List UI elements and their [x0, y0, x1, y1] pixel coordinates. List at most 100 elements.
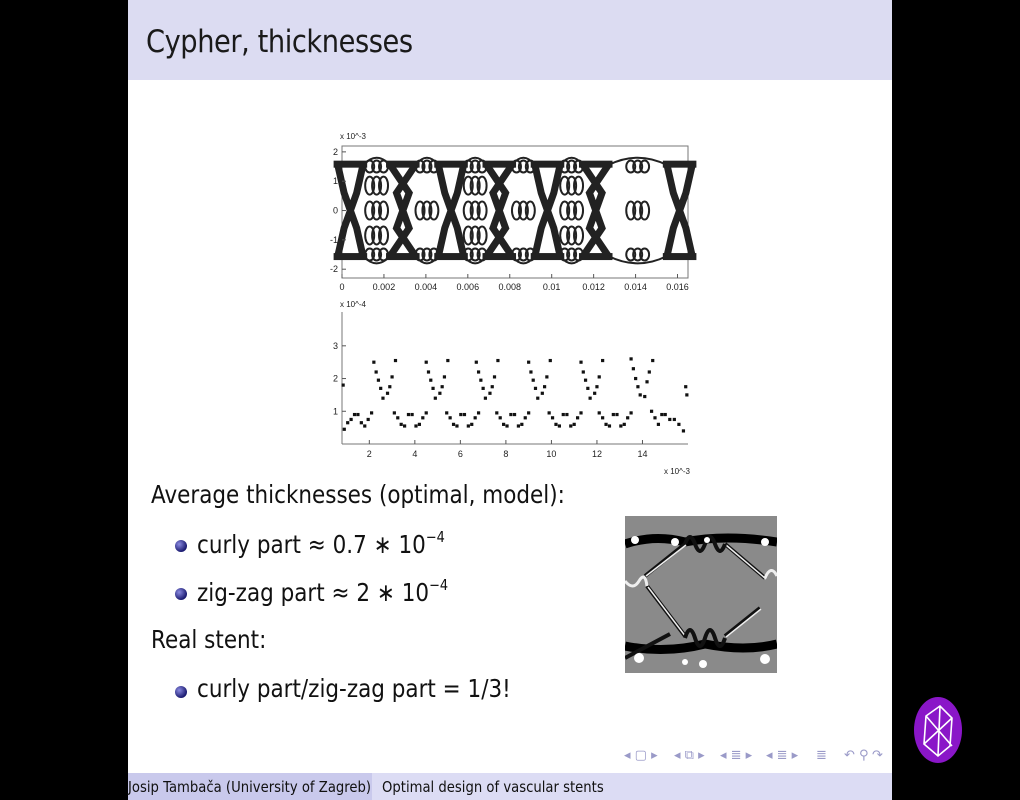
- data-point: [588, 396, 592, 400]
- data-point: [476, 411, 481, 415]
- y-tick-label: 2: [333, 374, 338, 384]
- section-nav-icon[interactable]: ◂ ≣ ▸: [720, 748, 753, 763]
- x-tick-label: 10: [546, 449, 556, 459]
- stent-loop: [462, 175, 474, 196]
- data-point: [502, 422, 506, 426]
- stent-loop: [462, 225, 474, 246]
- data-point: [372, 360, 376, 364]
- stent-loop: [421, 247, 433, 262]
- stent-loop: [510, 200, 522, 221]
- undo-icon[interactable]: ↶: [844, 748, 855, 763]
- stent-loop: [566, 159, 578, 174]
- footer-title-box: Optimal design of vascular stents: [372, 773, 892, 800]
- stent-strut: [434, 160, 468, 168]
- data-point: [527, 411, 531, 415]
- stent-loop: [566, 175, 578, 196]
- x-tick-label: 0.002: [373, 282, 396, 292]
- data-point: [575, 416, 580, 420]
- stent-loop: [559, 225, 571, 246]
- footer-talk-title: Optimal design of vascular stents: [382, 778, 604, 796]
- stent-loop: [573, 200, 585, 221]
- align-icon[interactable]: ≣: [816, 748, 827, 763]
- redo-icon[interactable]: ↷: [872, 748, 883, 763]
- stent-loop: [573, 159, 585, 174]
- data-point: [629, 357, 633, 361]
- stent-loop: [517, 200, 529, 221]
- stent-loop: [364, 159, 376, 174]
- stent-loop: [476, 247, 488, 262]
- y-tick-label: 2: [333, 147, 338, 157]
- bullet-ratio: curly part/zig-zag part = 1/3!: [197, 674, 511, 703]
- stent-loop: [378, 159, 390, 174]
- data-point: [672, 417, 676, 422]
- data-point: [643, 394, 647, 399]
- frame-nav-icon[interactable]: ◂ ▢ ▸: [624, 748, 658, 763]
- data-point: [406, 412, 411, 417]
- stent-loop: [414, 247, 426, 262]
- data-point: [352, 412, 357, 417]
- stent-loop: [632, 159, 644, 174]
- data-point: [593, 391, 597, 395]
- top-plot-stent-geometry: 0 0.002 0.004 0.006 0.008 0.01 0.012 0.014 0.016…: [330, 145, 697, 292]
- data-point: [424, 360, 428, 364]
- data-point: [550, 416, 555, 420]
- data-point: [445, 411, 449, 415]
- x-tick-label: 0.004: [415, 282, 438, 292]
- data-point: [455, 424, 459, 428]
- data-point: [402, 424, 407, 428]
- stent-loop: [639, 159, 651, 174]
- data-point: [481, 386, 485, 390]
- data-point: [479, 378, 483, 382]
- data-point: [533, 386, 538, 390]
- data-point: [631, 367, 635, 371]
- data-point: [653, 416, 657, 420]
- stent-loop: [428, 200, 440, 221]
- x-tick-label: 6: [458, 449, 463, 459]
- stent-loop: [559, 247, 571, 262]
- stent-loop: [371, 159, 383, 174]
- presentation-nav-icon[interactable]: ◂ ≣ ▸: [766, 748, 799, 763]
- stent-loop: [559, 175, 571, 196]
- data-point: [572, 422, 576, 426]
- bullet-icon: [175, 540, 187, 552]
- data-point: [417, 422, 421, 426]
- data-point: [424, 411, 428, 415]
- stent-loop: [476, 225, 488, 246]
- stent-strut: [482, 253, 517, 261]
- data-point: [366, 417, 370, 422]
- data-point: [601, 358, 605, 363]
- data-point: [476, 370, 481, 374]
- data-point: [677, 422, 681, 426]
- stent-strut: [435, 164, 468, 257]
- search-icon[interactable]: ⚲: [859, 748, 869, 763]
- heading-real-stent: Real stent:: [151, 625, 267, 654]
- y-tick-label: 3: [333, 341, 338, 351]
- x-tick-label: 12: [592, 449, 602, 459]
- data-point: [433, 396, 437, 400]
- data-point: [622, 422, 626, 426]
- data-point: [660, 412, 664, 417]
- plot-frame: [341, 145, 689, 279]
- data-point: [495, 411, 499, 415]
- data-point: [634, 376, 638, 381]
- stent-loop: [510, 159, 522, 174]
- data-point: [520, 422, 524, 426]
- x-tick-label: 0.008: [498, 282, 521, 292]
- data-point: [583, 378, 588, 382]
- data-point: [483, 396, 488, 400]
- data-point: [638, 393, 642, 397]
- stent-loop: [469, 225, 481, 246]
- stent-strut: [333, 160, 368, 168]
- data-point: [474, 360, 478, 364]
- bullet-icon: [175, 588, 187, 600]
- stent-arc: [607, 156, 668, 166]
- data-point: [684, 385, 688, 389]
- stent-strut: [482, 160, 517, 168]
- stent-strut: [578, 160, 613, 168]
- x-tick-label: 14: [637, 449, 647, 459]
- data-point: [393, 358, 398, 363]
- title-bar: Cypher, thicknesses: [128, 0, 892, 80]
- x-tick-label: 0.016: [666, 282, 689, 292]
- subsection-nav-icon[interactable]: ◂ ⧉ ▸: [674, 748, 705, 763]
